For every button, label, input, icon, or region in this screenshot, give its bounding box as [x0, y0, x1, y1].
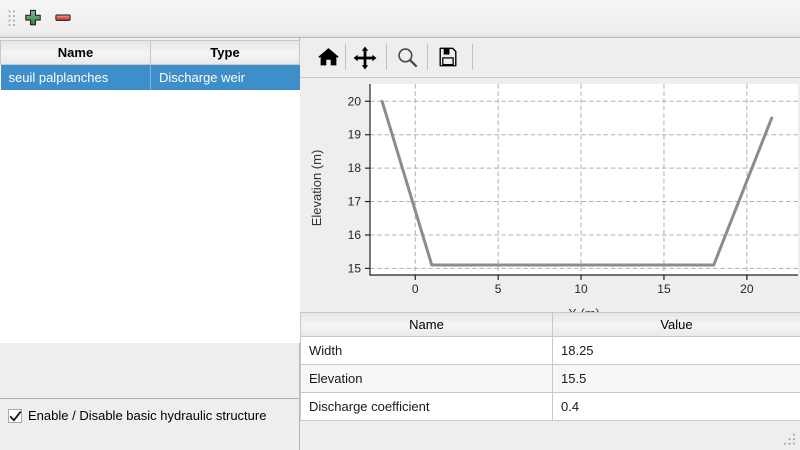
- svg-text:20: 20: [348, 94, 362, 108]
- svg-text:5: 5: [495, 282, 502, 296]
- svg-text:Elevation (m): Elevation (m): [309, 150, 324, 227]
- svg-text:15: 15: [657, 282, 671, 296]
- svg-text:15: 15: [348, 261, 362, 275]
- svg-text:16: 16: [348, 228, 362, 242]
- svg-text:20: 20: [740, 282, 754, 296]
- svg-text:0: 0: [412, 282, 419, 296]
- svg-text:10: 10: [574, 282, 588, 296]
- svg-text:18: 18: [348, 161, 362, 175]
- svg-text:17: 17: [348, 195, 362, 209]
- svg-text:19: 19: [348, 128, 362, 142]
